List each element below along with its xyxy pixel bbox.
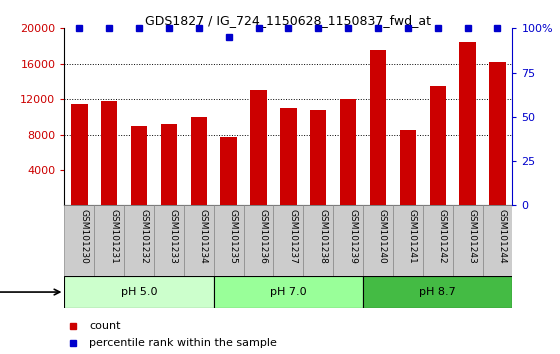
Text: GSM101244: GSM101244 <box>497 209 506 263</box>
Bar <box>94 205 124 276</box>
Bar <box>131 126 147 205</box>
Text: GSM101240: GSM101240 <box>378 209 387 264</box>
Bar <box>184 205 214 276</box>
Bar <box>161 124 177 205</box>
Bar <box>250 90 267 205</box>
Text: GSM101231: GSM101231 <box>109 209 118 264</box>
Bar <box>64 205 94 276</box>
Text: GSM101239: GSM101239 <box>348 209 357 264</box>
Bar <box>400 130 416 205</box>
Text: GSM101237: GSM101237 <box>288 209 297 264</box>
Bar <box>489 62 506 205</box>
Text: GSM101232: GSM101232 <box>139 209 148 264</box>
Text: GSM101233: GSM101233 <box>169 209 178 264</box>
Bar <box>340 99 356 205</box>
Bar <box>124 205 154 276</box>
Text: pH 8.7: pH 8.7 <box>419 287 456 297</box>
Text: GSM101235: GSM101235 <box>228 209 237 264</box>
Text: GSM101242: GSM101242 <box>438 209 447 263</box>
Bar <box>244 205 273 276</box>
Bar <box>363 276 512 308</box>
Text: GSM101241: GSM101241 <box>408 209 417 264</box>
Bar <box>304 205 333 276</box>
Text: GSM101236: GSM101236 <box>259 209 268 264</box>
Bar <box>190 117 207 205</box>
Text: percentile rank within the sample: percentile rank within the sample <box>89 338 277 348</box>
Bar <box>310 110 326 205</box>
Bar <box>459 42 476 205</box>
Bar <box>64 276 214 308</box>
Text: GSM101230: GSM101230 <box>80 209 88 264</box>
Bar <box>370 51 386 205</box>
Text: GSM101238: GSM101238 <box>318 209 327 264</box>
Bar <box>71 104 87 205</box>
Bar <box>273 205 304 276</box>
Bar <box>154 205 184 276</box>
Text: count: count <box>89 321 120 331</box>
Bar <box>430 86 446 205</box>
Bar <box>423 205 452 276</box>
Bar <box>452 205 483 276</box>
Bar <box>483 205 512 276</box>
Bar <box>280 108 297 205</box>
Text: GSM101234: GSM101234 <box>199 209 208 264</box>
Bar <box>363 205 393 276</box>
Bar <box>393 205 423 276</box>
Text: GSM101243: GSM101243 <box>468 209 477 264</box>
Title: GDS1827 / IG_724_1150628_1150837_fwd_at: GDS1827 / IG_724_1150628_1150837_fwd_at <box>146 14 431 27</box>
Text: pH 7.0: pH 7.0 <box>270 287 307 297</box>
Bar <box>214 276 363 308</box>
Bar <box>333 205 363 276</box>
Bar <box>221 137 237 205</box>
Bar <box>214 205 244 276</box>
Bar <box>101 101 118 205</box>
Text: pH 5.0: pH 5.0 <box>121 287 157 297</box>
